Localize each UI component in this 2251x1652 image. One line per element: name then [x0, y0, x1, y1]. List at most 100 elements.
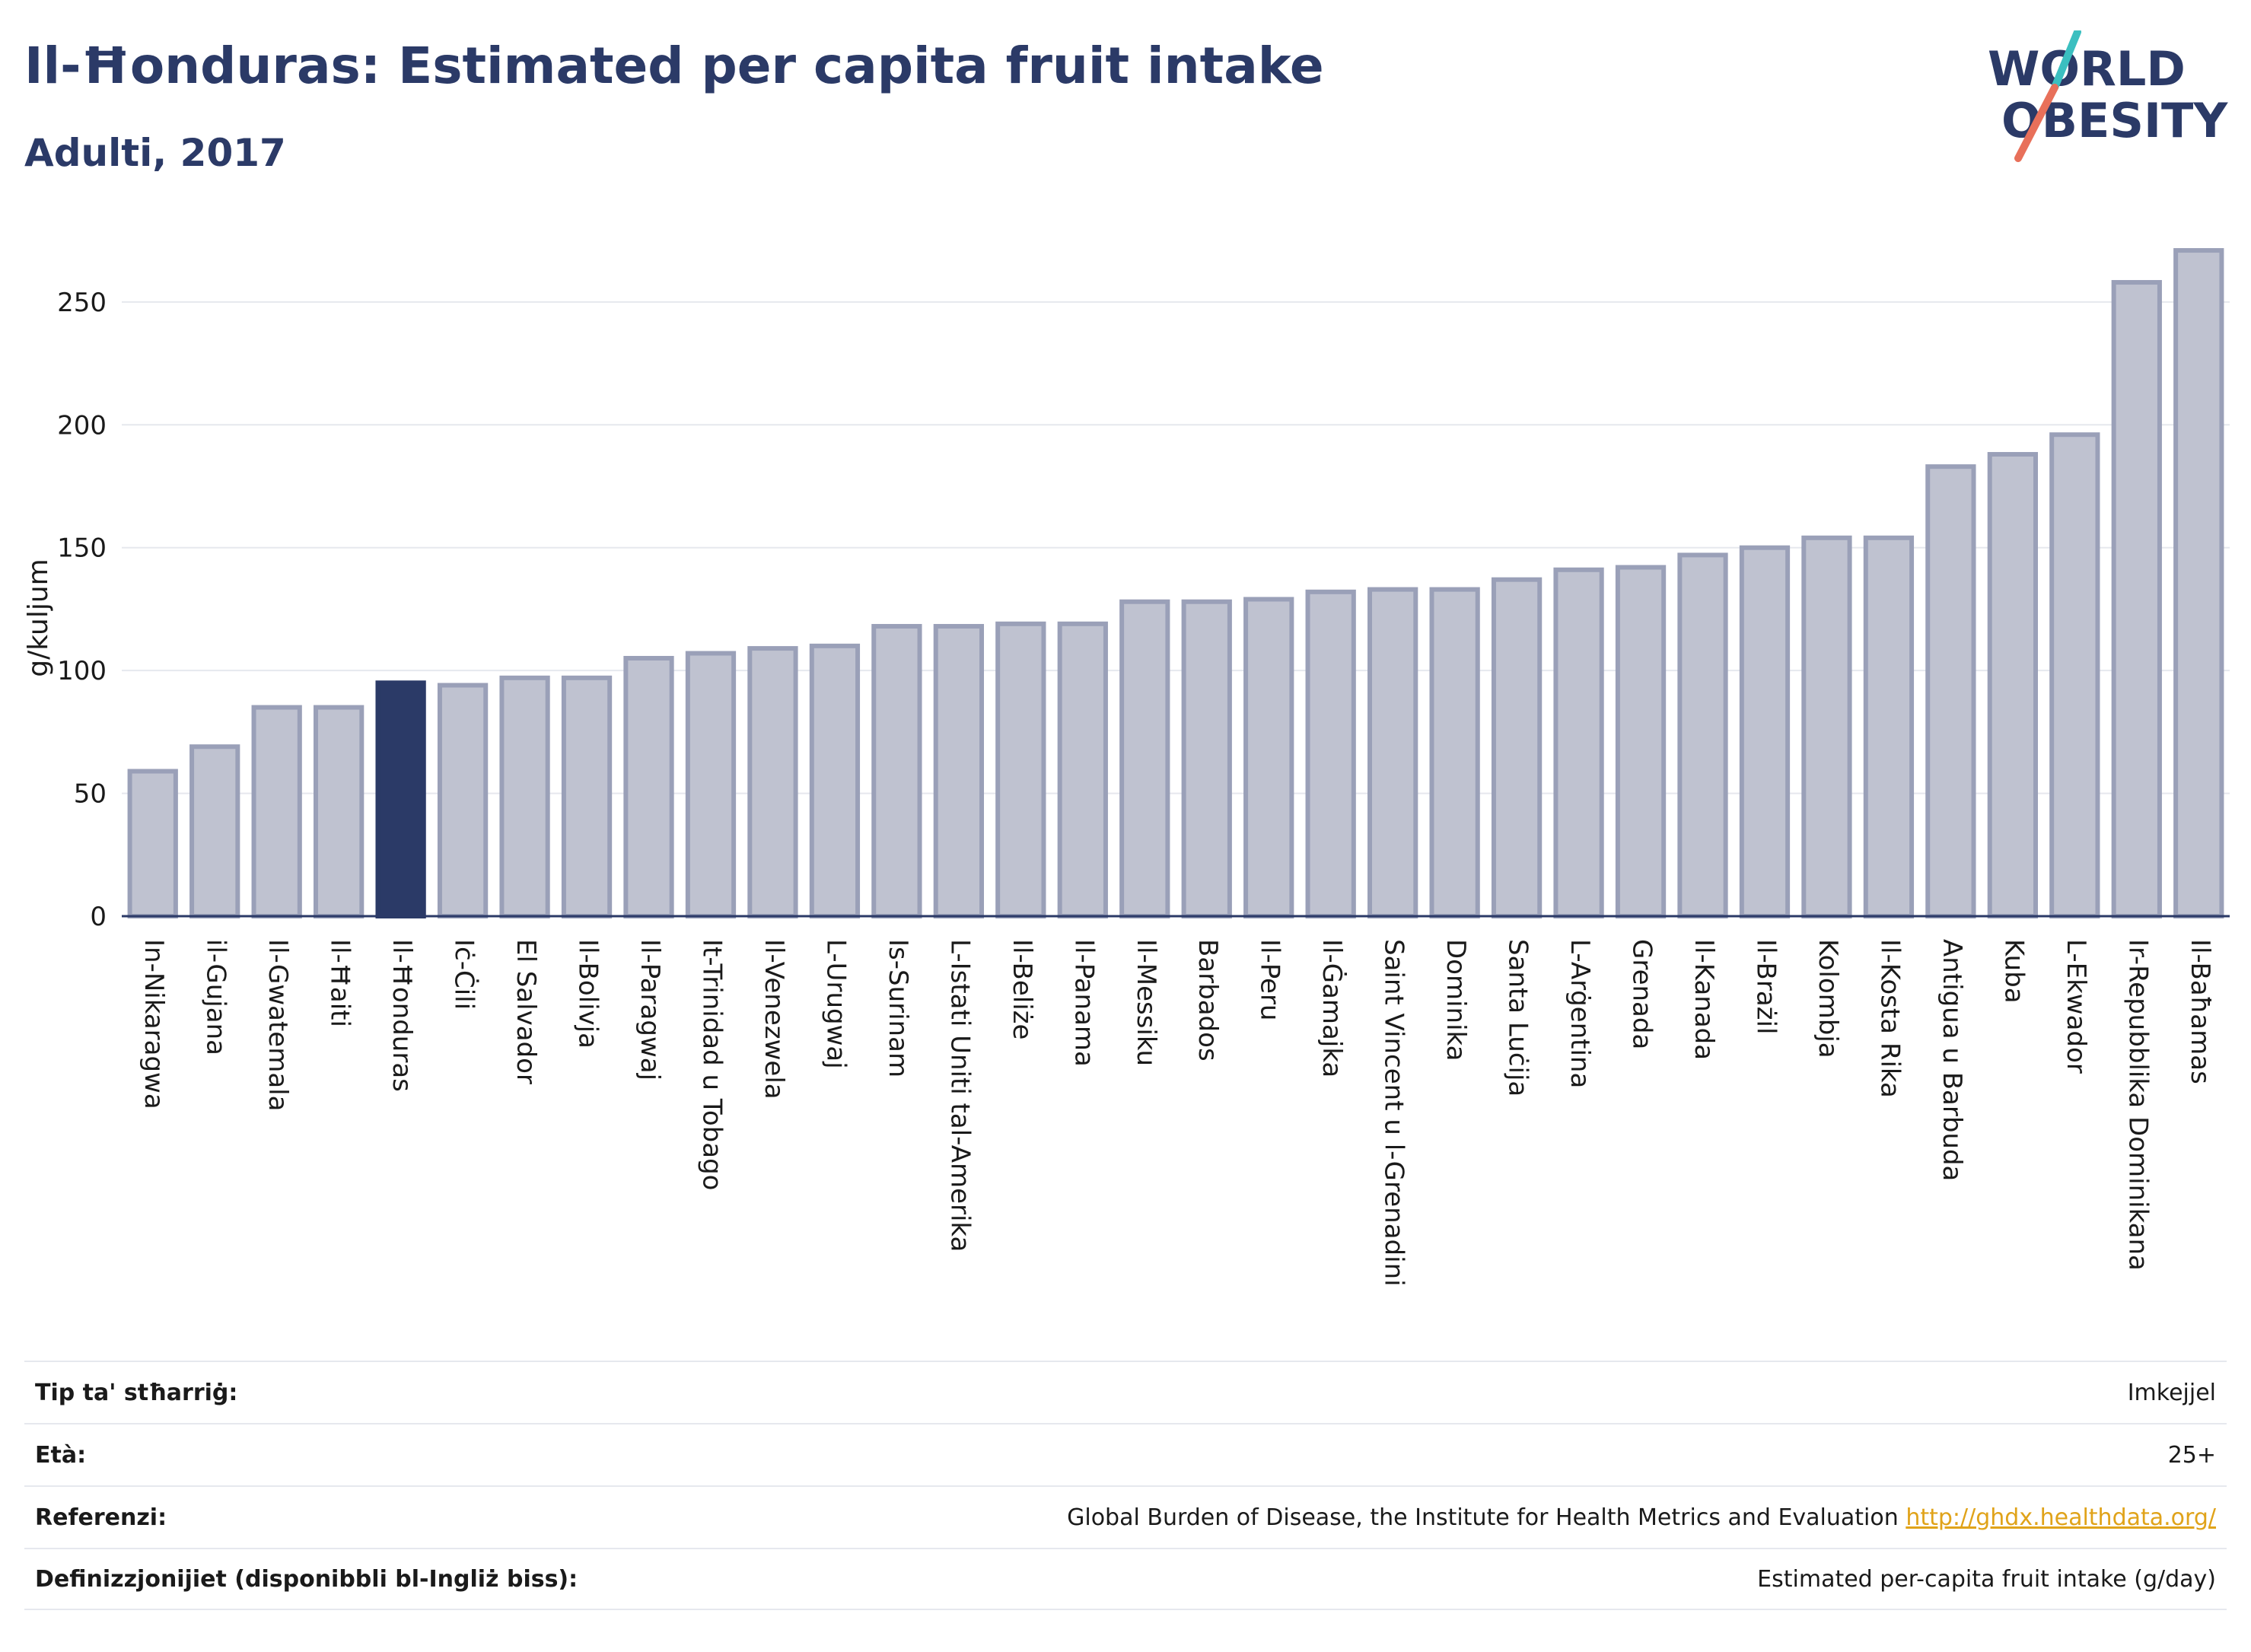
y-tick-label: 50 — [74, 779, 107, 810]
bar-19 — [1305, 589, 1356, 918]
y-axis-ticks: 0 50 100 150 200 250 — [57, 288, 107, 932]
bar-1 — [189, 744, 240, 918]
x-tick-label: Il-Ġamajka — [1317, 939, 1348, 1077]
bar-32 — [2111, 280, 2162, 918]
meta-value-group: Global Burden of Disease, the Institute … — [1067, 1504, 2216, 1531]
chart-subtitle: Adulti, 2017 — [24, 131, 286, 175]
bar-18 — [1243, 597, 1294, 918]
y-tick-label: 200 — [57, 410, 107, 441]
logo-slash-bottom — [2014, 84, 2058, 162]
bar-2 — [251, 705, 302, 918]
x-tick-label: Il-Brażil — [1750, 939, 1781, 1034]
bar-chart: 0 50 100 150 200 250 In-Nikaragwa il-Gujana Il-… — [23, 248, 2230, 1287]
meta-row-references: Referenzi: Global Burden of Disease, the… — [24, 1485, 2227, 1548]
bar-23 — [1553, 567, 1604, 918]
x-tick-label: Il-Kosta Rika — [1874, 939, 1905, 1098]
logo-text-line1: WORLD — [1988, 41, 2186, 97]
meta-row-age: Età: 25+ — [24, 1423, 2227, 1485]
bar-0 — [127, 769, 178, 918]
x-axis-labels: In-Nikaragwa il-Gujana Il-Gwatemala Il-Ħait… — [138, 939, 2215, 1287]
x-tick-label: L-Urugwaj — [820, 939, 851, 1069]
meta-key: Definizzjonijiet (disponibbli bl-Ingliż … — [35, 1565, 578, 1593]
meta-value: 25+ — [2167, 1441, 2216, 1469]
bar-9 — [685, 651, 737, 918]
meta-row-survey-type: Tip ta' stħarriġ: Imkejjel — [24, 1361, 2227, 1423]
x-tick-label: il-Gujana — [201, 939, 231, 1055]
bar-28 — [1863, 535, 1915, 918]
x-tick-label: Il-Ħonduras — [387, 939, 417, 1092]
meta-value: Estimated per-capita fruit intake (g/day… — [1757, 1565, 2216, 1593]
bar-29 — [1925, 464, 1976, 918]
bar-11 — [809, 643, 861, 918]
bar-33 — [2173, 248, 2224, 918]
bar-8 — [623, 656, 674, 918]
x-tick-label: Il-Panama — [1068, 939, 1099, 1067]
x-tick-label: Barbados — [1192, 939, 1223, 1062]
x-tick-label: In-Nikaragwa — [138, 939, 169, 1109]
x-tick-label: L-Arġentina — [1565, 939, 1595, 1088]
bar-10 — [747, 646, 798, 918]
x-tick-label: Il-Bolivja — [573, 939, 603, 1049]
x-tick-label: Il-Peru — [1255, 939, 1285, 1020]
y-tick-label: 150 — [57, 533, 107, 564]
meta-key: Età: — [35, 1441, 87, 1469]
meta-value: Imkejjel — [2127, 1379, 2216, 1406]
bar-24 — [1615, 565, 1667, 918]
bar-4 — [375, 680, 426, 918]
bar-30 — [1987, 452, 2038, 918]
x-tick-label: Iċ-Ċili — [449, 939, 480, 1010]
bar-25 — [1677, 552, 1728, 919]
bar-15 — [1057, 621, 1108, 918]
x-tick-label: Il-Paragwaj — [635, 939, 665, 1081]
bar-22 — [1491, 577, 1543, 919]
world-obesity-logo: WORLD OBESITY — [1988, 30, 2228, 162]
y-tick-label: 100 — [57, 656, 107, 686]
reference-link[interactable]: http://ghdx.healthdata.org/ — [1906, 1504, 2216, 1531]
chart-title: Il-Ħonduras: Estimated per capita fruit … — [24, 37, 1324, 95]
bar-3 — [314, 705, 365, 918]
x-tick-label: Ir-Repubblika Dominikana — [2122, 939, 2153, 1271]
bar-20 — [1367, 587, 1418, 918]
x-tick-label: Il-Venezwela — [759, 939, 789, 1100]
y-tick-label: 0 — [90, 902, 107, 932]
bar-17 — [1181, 599, 1232, 918]
bars — [127, 248, 2224, 919]
bar-31 — [2049, 432, 2100, 918]
bar-14 — [995, 621, 1046, 918]
bar-27 — [1801, 535, 1852, 918]
x-tick-label: It-Trinidad u Tobago — [696, 939, 727, 1190]
x-tick-label: Dominika — [1441, 939, 1471, 1061]
x-tick-label: Saint Vincent u l-Grenadini — [1379, 939, 1409, 1287]
x-tick-label: Antigua u Barbuda — [1937, 939, 1967, 1181]
x-tick-label: Kuba — [1998, 939, 2029, 1004]
bar-7 — [561, 675, 613, 918]
x-tick-label: Il-Gwatemala — [263, 939, 293, 1111]
x-tick-label: Santa Luċija — [1503, 939, 1533, 1097]
meta-row-definitions: Definizzjonijiet (disponibbli bl-Ingliż … — [24, 1548, 2227, 1610]
metadata-table: Tip ta' stħarriġ: Imkejjel Età: 25+ Refe… — [24, 1361, 2227, 1610]
logo-slash-top — [2051, 30, 2081, 91]
bar-6 — [499, 675, 550, 918]
bar-13 — [933, 624, 984, 918]
x-tick-label: Il-Ħaiti — [325, 939, 355, 1027]
x-tick-label: L-Ekwador — [2061, 939, 2091, 1074]
bar-26 — [1739, 545, 1791, 918]
x-tick-label: Kolombja — [1813, 939, 1843, 1058]
x-tick-label: Il-Beliże — [1007, 939, 1037, 1039]
y-axis-label: g/kuljum — [23, 559, 54, 676]
x-tick-label: Grenada — [1627, 939, 1657, 1049]
bar-16 — [1119, 599, 1170, 918]
x-tick-label: L-Istati Uniti tal-Amerika — [944, 939, 975, 1252]
meta-value: Global Burden of Disease, the Institute … — [1067, 1504, 1899, 1531]
bar-21 — [1429, 587, 1480, 918]
x-tick-label: El Salvador — [511, 939, 541, 1084]
meta-key: Referenzi: — [35, 1504, 167, 1531]
y-tick-label: 250 — [57, 288, 107, 318]
bar-5 — [437, 683, 489, 918]
x-tick-label: Is-Surinam — [883, 939, 913, 1077]
x-tick-label: Il-Messiku — [1131, 939, 1161, 1066]
x-tick-label: Il-Kanada — [1689, 939, 1719, 1060]
bar-12 — [871, 624, 922, 918]
meta-key: Tip ta' stħarriġ: — [35, 1379, 238, 1406]
x-tick-label: Il-Baħamas — [2185, 939, 2215, 1084]
